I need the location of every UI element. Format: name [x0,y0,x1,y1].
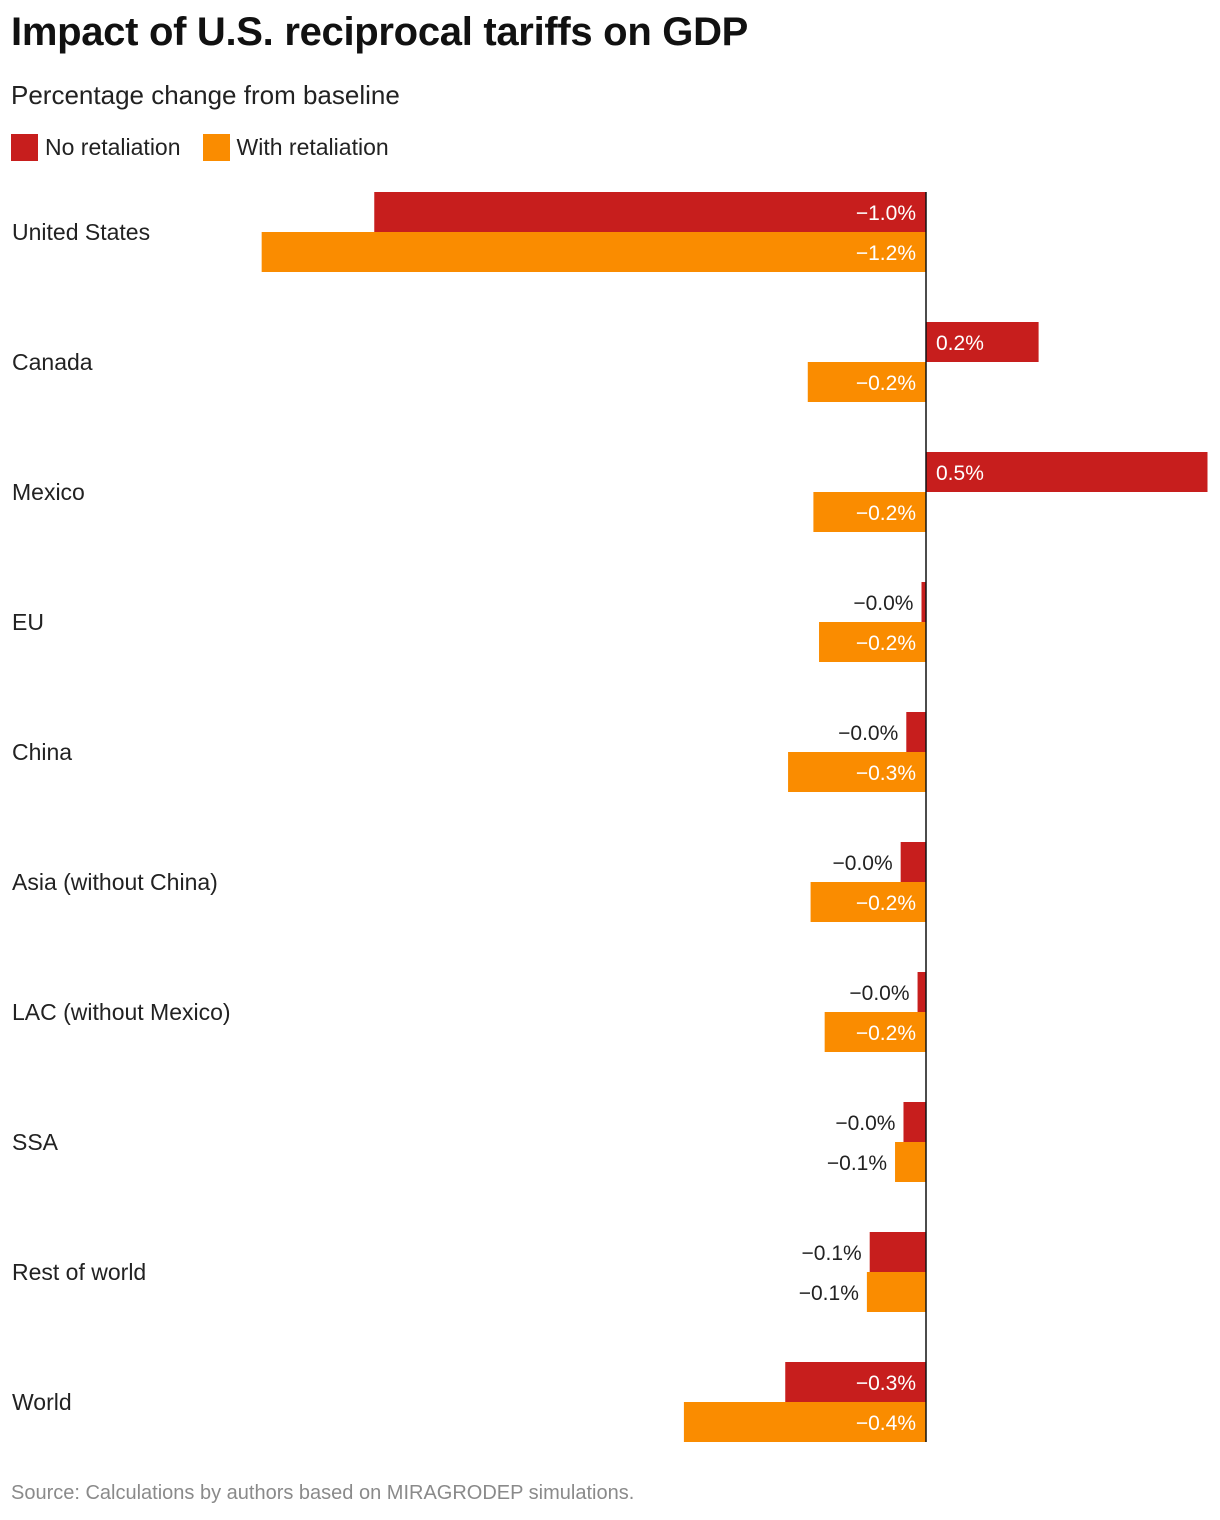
source-note: Source: Calculations by authors based on… [11,1482,635,1504]
bar-with-retaliation-mexico [813,492,926,532]
value-label-with-retaliation-world: −0.4% [856,1412,916,1435]
bar-no-retaliation-eu [921,582,926,622]
value-label-with-retaliation-lac-without-mexico: −0.2% [856,1022,916,1045]
value-label-no-retaliation-eu: −0.0% [853,592,913,615]
category-label-eu: EU [12,609,44,635]
bar-no-retaliation-rest-of-world [869,1232,926,1272]
legend-swatch-with-retaliation [202,134,230,161]
legend-swatch-no-retaliation [11,134,38,161]
value-label-no-retaliation-rest-of-world: −0.1% [802,1242,862,1265]
value-label-no-retaliation-mexico: 0.5% [936,462,984,485]
category-label-canada: Canada [12,349,93,375]
bar-no-retaliation-united-states [374,192,926,232]
category-label-mexico: Mexico [12,479,85,505]
bar-with-retaliation-ssa [895,1142,926,1182]
value-label-with-retaliation-canada: −0.2% [856,372,916,395]
bar-no-retaliation-china [906,712,926,752]
category-label-world: World [12,1389,72,1415]
value-label-no-retaliation-united-states: −1.0% [856,202,916,225]
legend: No retaliation With retaliation [11,134,411,161]
value-label-with-retaliation-china: −0.3% [856,762,916,785]
bar-no-retaliation-lac-without-mexico [917,972,926,1012]
bar-with-retaliation-eu [819,622,926,662]
bar-no-retaliation-ssa [903,1102,926,1142]
bar-with-retaliation-lac-without-mexico [824,1012,926,1052]
bar-no-retaliation-world [785,1362,926,1402]
value-label-with-retaliation-asia-without-china: −0.2% [856,892,916,915]
value-label-with-retaliation-united-states: −1.2% [856,242,916,265]
value-label-no-retaliation-world: −0.3% [856,1372,916,1395]
value-label-no-retaliation-ssa: −0.0% [835,1112,895,1135]
value-label-with-retaliation-mexico: −0.2% [856,502,916,525]
legend-item-with-retaliation: With retaliation [202,134,389,161]
value-label-no-retaliation-asia-without-china: −0.0% [833,852,893,875]
bar-no-retaliation-asia-without-china [900,842,926,882]
bar-with-retaliation-canada [807,362,926,402]
bar-with-retaliation-world [683,1402,926,1442]
category-label-asia-without-china: Asia (without China) [12,869,218,895]
chart-title: Impact of U.S. reciprocal tariffs on GDP [11,10,749,54]
bar-no-retaliation-mexico [926,452,1208,492]
category-label-rest-of-world: Rest of world [12,1259,146,1285]
value-label-no-retaliation-china: −0.0% [838,722,898,745]
bar-with-retaliation-united-states [261,232,926,272]
bar-with-retaliation-china [788,752,926,792]
bar-with-retaliation-rest-of-world [866,1272,926,1312]
chart-subtitle: Percentage change from baseline [11,80,400,110]
value-label-with-retaliation-ssa: −0.1% [827,1152,887,1175]
category-label-ssa: SSA [12,1129,59,1155]
value-label-no-retaliation-lac-without-mexico: −0.0% [849,982,909,1005]
value-label-no-retaliation-canada: 0.2% [936,332,984,355]
bar-no-retaliation-canada [926,322,1039,362]
legend-label-with-retaliation: With retaliation [236,134,389,160]
category-label-china: China [12,739,72,765]
legend-label-no-retaliation: No retaliation [45,134,181,160]
value-label-with-retaliation-eu: −0.2% [856,632,916,655]
category-label-united-states: United States [12,219,150,245]
legend-item-no-retaliation: No retaliation [11,134,181,161]
category-label-lac-without-mexico: LAC (without Mexico) [12,999,231,1025]
bar-with-retaliation-asia-without-china [810,882,926,922]
value-label-with-retaliation-rest-of-world: −0.1% [799,1282,859,1305]
